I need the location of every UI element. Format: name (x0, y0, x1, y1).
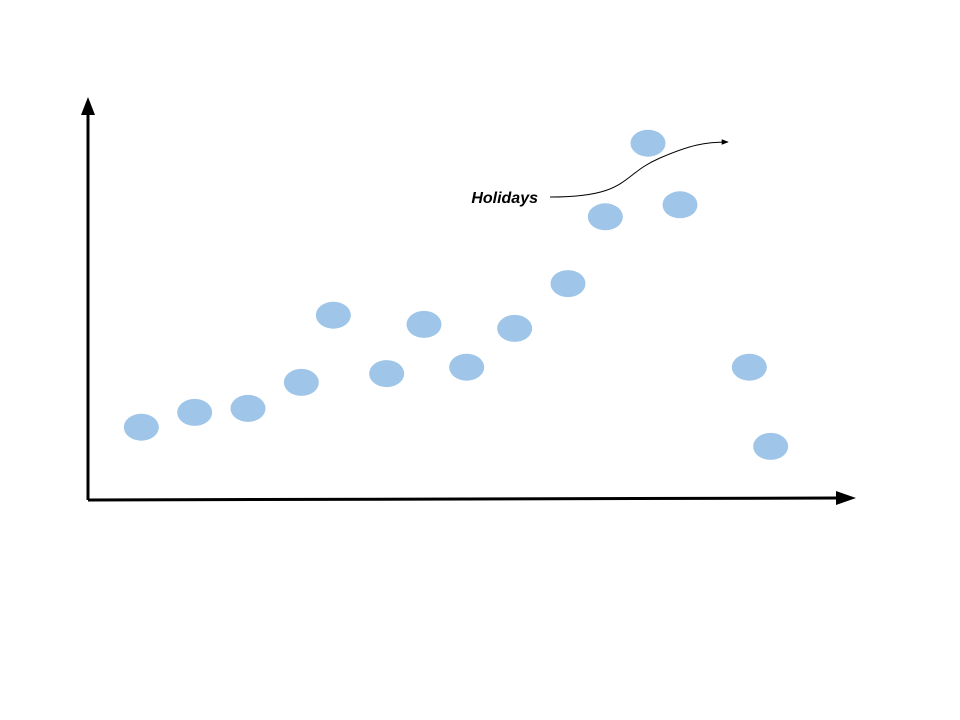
x-axis-arrowhead (836, 491, 856, 505)
data-points (123, 129, 789, 460)
data-point-13 (662, 191, 698, 219)
data-point-3 (230, 394, 266, 422)
data-point-10 (550, 270, 586, 298)
data-point-5 (315, 301, 351, 329)
data-point-2 (177, 398, 213, 426)
data-point-15 (753, 432, 789, 460)
annotation-label: Holidays (471, 190, 538, 207)
x-axis (87, 496, 839, 502)
y-axis-arrowhead (81, 97, 95, 115)
data-point-11 (587, 203, 623, 231)
annotation-holidays: Holidays (471, 139, 729, 207)
data-point-8 (449, 353, 485, 381)
data-point-14 (731, 353, 767, 381)
data-point-9 (497, 314, 533, 342)
data-point-4 (283, 368, 319, 396)
data-point-7 (406, 310, 442, 338)
annotation-arrow (549, 139, 729, 198)
data-point-6 (369, 360, 405, 388)
data-point-1 (123, 413, 159, 441)
data-point-12 (630, 129, 666, 157)
